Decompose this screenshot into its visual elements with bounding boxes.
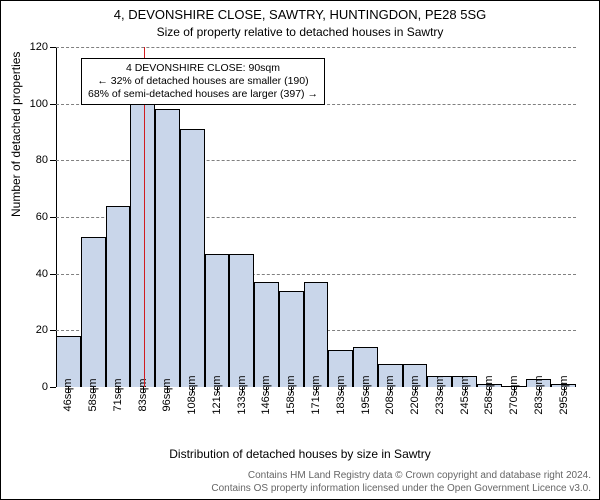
y-tick-label: 120 bbox=[30, 41, 48, 53]
y-tick bbox=[50, 330, 56, 331]
x-axis-label: Distribution of detached houses by size … bbox=[1, 447, 599, 461]
x-tick-label: 208sqm bbox=[384, 375, 396, 414]
histogram-bar bbox=[130, 84, 155, 387]
x-tick-label: 171sqm bbox=[310, 375, 322, 414]
y-tick-label: 0 bbox=[42, 381, 48, 393]
y-tick bbox=[50, 160, 56, 161]
x-tick-label: 96sqm bbox=[161, 378, 173, 411]
histogram-bar bbox=[106, 206, 131, 387]
y-tick bbox=[50, 47, 56, 48]
x-tick-label: 283sqm bbox=[533, 375, 545, 414]
x-tick-label: 258sqm bbox=[483, 375, 495, 414]
x-tick-label: 83sqm bbox=[137, 378, 149, 411]
footer-line-2: Contains OS property information license… bbox=[211, 482, 591, 495]
y-tick bbox=[50, 217, 56, 218]
figure-canvas: 4, DEVONSHIRE CLOSE, SAWTRY, HUNTINGDON,… bbox=[0, 0, 600, 500]
x-tick-label: 46sqm bbox=[62, 378, 74, 411]
histogram-bar bbox=[304, 282, 329, 387]
y-tick-label: 80 bbox=[36, 154, 48, 166]
y-tick-label: 60 bbox=[36, 211, 48, 223]
annotation-line-1: 4 DEVONSHIRE CLOSE: 90sqm bbox=[88, 62, 318, 75]
histogram-bar bbox=[180, 129, 205, 387]
annotation-line-3: 68% of semi-detached houses are larger (… bbox=[88, 88, 318, 101]
x-tick-label: 245sqm bbox=[459, 375, 471, 414]
x-tick-label: 158sqm bbox=[285, 375, 297, 414]
histogram-bar bbox=[279, 291, 304, 387]
x-tick-label: 270sqm bbox=[508, 375, 520, 414]
y-tick bbox=[50, 274, 56, 275]
x-tick-label: 295sqm bbox=[558, 375, 570, 414]
histogram-bar bbox=[254, 282, 279, 387]
y-tick bbox=[50, 387, 56, 388]
histogram-bar bbox=[229, 254, 254, 387]
y-tick-label: 100 bbox=[30, 98, 48, 110]
x-tick-label: 220sqm bbox=[409, 375, 421, 414]
gridline bbox=[56, 47, 576, 48]
y-tick bbox=[50, 104, 56, 105]
x-tick-label: 121sqm bbox=[211, 375, 223, 414]
annotation-line-2: ← 32% of detached houses are smaller (19… bbox=[88, 75, 318, 88]
x-tick-label: 108sqm bbox=[186, 375, 198, 414]
x-tick-label: 71sqm bbox=[112, 378, 124, 411]
footer-line-1: Contains HM Land Registry data © Crown c… bbox=[211, 469, 591, 482]
x-tick-label: 133sqm bbox=[236, 375, 248, 414]
histogram-bar bbox=[155, 109, 180, 387]
x-tick-label: 183sqm bbox=[335, 375, 347, 414]
x-tick-label: 195sqm bbox=[360, 375, 372, 414]
y-tick-label: 20 bbox=[36, 324, 48, 336]
y-axis-label: Number of detached properties bbox=[9, 52, 23, 217]
histogram-bar bbox=[205, 254, 230, 387]
property-annotation-box: 4 DEVONSHIRE CLOSE: 90sqm ← 32% of detac… bbox=[81, 58, 325, 105]
x-tick-label: 146sqm bbox=[260, 375, 272, 414]
x-tick-label: 233sqm bbox=[434, 375, 446, 414]
chart-title-line1: 4, DEVONSHIRE CLOSE, SAWTRY, HUNTINGDON,… bbox=[1, 7, 599, 22]
chart-title-line2: Size of property relative to detached ho… bbox=[1, 25, 599, 39]
histogram-bar bbox=[81, 237, 106, 387]
y-tick-label: 40 bbox=[36, 268, 48, 280]
x-tick-label: 58sqm bbox=[87, 378, 99, 411]
attribution-footer: Contains HM Land Registry data © Crown c… bbox=[211, 469, 591, 495]
